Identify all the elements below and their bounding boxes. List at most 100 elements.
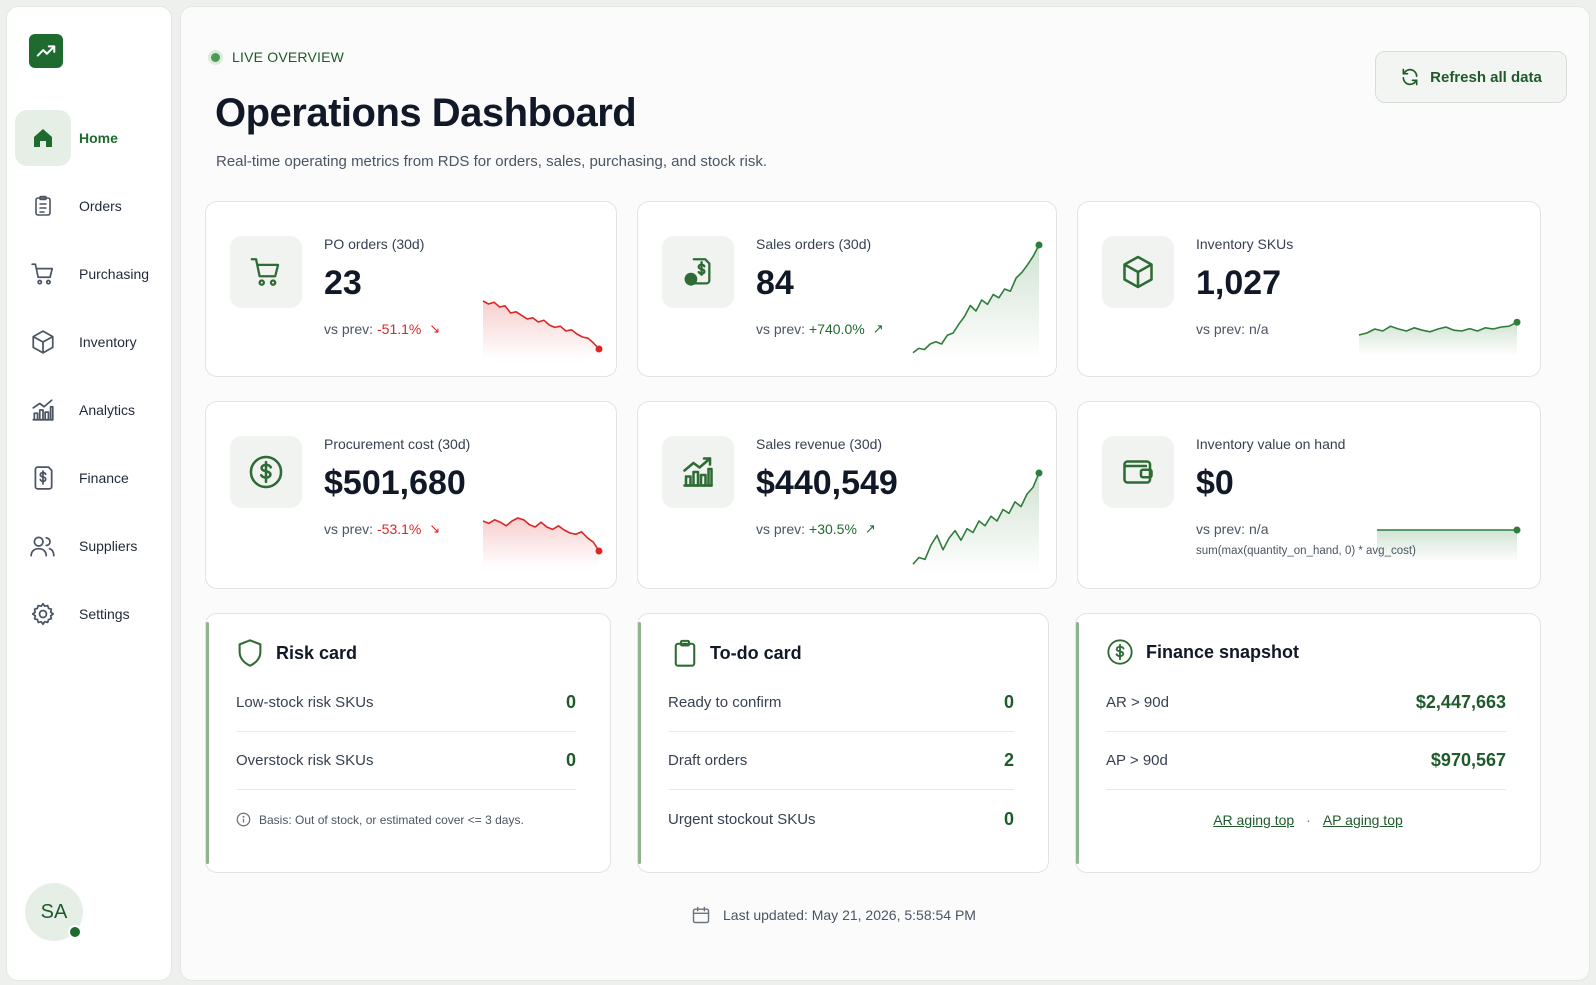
sparkline-end-dot	[595, 547, 603, 555]
kpi-icon-box: $	[662, 236, 734, 308]
live-overview: LIVE OVERVIEW	[211, 49, 344, 65]
card-accent-bar	[1076, 622, 1079, 864]
ar-aging-top-link[interactable]: AR aging top	[1213, 812, 1295, 828]
todo-card-title: To-do card	[710, 642, 802, 663]
logo[interactable]	[29, 34, 63, 68]
kpi-delta: vs prev: -51.1% ↘	[324, 321, 440, 337]
sparkline-area	[1377, 530, 1517, 562]
kpi-icon-box	[1102, 436, 1174, 508]
sparkline-area	[483, 301, 599, 360]
sparkline-area	[913, 245, 1039, 360]
sidebar-item-orders[interactable]: Orders	[15, 178, 165, 234]
finance-row-ar[interactable]: AR > 90d $2,447,663	[1106, 674, 1506, 732]
row-value: 0	[1003, 692, 1014, 712]
kpi-value: $0	[1196, 464, 1234, 502]
row-label: Ready to confirm	[668, 694, 782, 711]
bar-chart-icon	[683, 457, 713, 487]
kpi-delta-value: -53.1%	[377, 521, 422, 537]
clipboard-icon	[674, 639, 696, 667]
kpi-delta-prefix: vs prev:	[756, 521, 806, 537]
ap-aging-top-link[interactable]: AP aging top	[1322, 812, 1403, 828]
bar-chart-icon	[32, 399, 54, 421]
row-value: 0	[565, 692, 576, 712]
sparkline-end-dot	[1513, 526, 1521, 534]
sidebar-item-inventory[interactable]: Inventory	[15, 314, 165, 370]
sidebar-item-label: Inventory	[79, 334, 137, 350]
todo-row-ready-to-confirm[interactable]: Ready to confirm 0	[668, 674, 1014, 732]
kpi-sparkline	[1358, 318, 1521, 356]
dollar-circle-icon	[249, 455, 283, 489]
kpi-label: Procurement cost (30d)	[324, 436, 471, 452]
sparkline-area	[483, 518, 599, 568]
kpi-sparkline	[912, 469, 1043, 574]
sparkline-end-dot	[595, 345, 603, 353]
sparkline-area	[913, 473, 1039, 574]
sidebar-item-purchasing[interactable]: Purchasing	[15, 246, 165, 302]
trend-up-icon	[36, 45, 56, 57]
kpi-label: PO orders (30d)	[324, 236, 425, 252]
page-subtitle: Real-time operating metrics from RDS for…	[216, 153, 768, 170]
live-dot-icon	[211, 52, 220, 62]
sparkline-end-dot	[1035, 469, 1043, 477]
sparkline-line	[482, 300, 600, 350]
box-icon	[1123, 255, 1153, 289]
row-label: Overstock risk SKUs	[236, 752, 374, 769]
sidebar-item-settings[interactable]: Settings	[15, 586, 165, 642]
sparkline-line	[1358, 321, 1518, 336]
kpi-card-inventory-value: Inventory value on hand $0 vs prev: n/a …	[1077, 401, 1541, 589]
sidebar-item-finance[interactable]: Finance	[15, 450, 165, 506]
card-title: To-do card	[672, 638, 802, 668]
sidebar-item-label: Finance	[79, 470, 129, 486]
sparkline-line	[912, 244, 1040, 354]
sidebar-item-suppliers[interactable]: Suppliers	[15, 518, 165, 574]
kpi-delta-value: n/a	[1249, 521, 1269, 537]
kpi-delta: vs prev: -53.1% ↘	[324, 521, 440, 537]
sidebar-item-label: Purchasing	[79, 266, 150, 282]
sidebar-item-label: Home	[79, 130, 118, 146]
sidebar: Home Orders Purchasing Inventory Analyti…	[6, 6, 172, 981]
row-label: AR > 90d	[1106, 694, 1169, 711]
shield-icon	[238, 639, 262, 667]
kpi-card-sales-revenue: Sales revenue (30d) $440,549 vs prev: +3…	[637, 401, 1057, 589]
kpi-icon-box	[1102, 236, 1174, 308]
last-updated: Last updated: May 21, 2026, 5:58:54 PM	[691, 905, 976, 925]
link-separator: ·	[1306, 812, 1311, 828]
kpi-icon-box	[230, 236, 302, 308]
page-title: Operations Dashboard	[215, 91, 637, 135]
sparkline-line	[482, 517, 600, 552]
wallet-icon	[1123, 460, 1153, 484]
todo-row-draft-orders[interactable]: Draft orders 2	[668, 732, 1014, 790]
sidebar-item-analytics[interactable]: Analytics	[15, 382, 165, 438]
kpi-icon-box	[230, 436, 302, 508]
row-label: Urgent stockout SKUs	[668, 810, 816, 828]
users-icon	[30, 536, 55, 557]
kpi-delta-value: -51.1%	[377, 321, 422, 337]
calendar-icon	[692, 906, 710, 924]
kpi-value: $440,549	[756, 464, 898, 502]
risk-card: Risk card Low-stock risk SKUs 0 Overstoc…	[205, 613, 611, 873]
kpi-delta-prefix: vs prev:	[324, 521, 374, 537]
row-value: $970,567	[1430, 750, 1506, 770]
info-icon	[236, 812, 251, 827]
kpi-delta-value: +30.5%	[809, 521, 857, 537]
kpi-value: 1,027	[1196, 264, 1282, 302]
kpi-delta: vs prev: +740.0% ↗	[756, 321, 884, 337]
kpi-sparkline	[912, 241, 1043, 360]
box-icon	[32, 330, 54, 354]
risk-row-overstock[interactable]: Overstock risk SKUs 0	[236, 732, 576, 790]
refresh-all-data-button[interactable]: Refresh all data	[1375, 51, 1567, 103]
row-value: 2	[1003, 750, 1014, 770]
sidebar-item-home[interactable]: Home	[15, 110, 165, 166]
arrow-up-right-icon: ↗	[872, 321, 884, 336]
row-label: Low-stock risk SKUs	[236, 694, 374, 711]
kpi-card-inventory-skus: Inventory SKUs 1,027 vs prev: n/a	[1077, 201, 1541, 377]
risk-basis-note: Basis: Out of stock, or estimated cover …	[236, 812, 524, 827]
refresh-label: Refresh all data	[1430, 68, 1542, 86]
kpi-delta-prefix: vs prev:	[1196, 521, 1246, 537]
kpi-value: 84	[756, 264, 794, 302]
finance-row-ap[interactable]: AP > 90d $970,567	[1106, 732, 1506, 790]
risk-row-low-stock[interactable]: Low-stock risk SKUs 0	[236, 674, 576, 732]
kpi-delta-prefix: vs prev:	[1196, 321, 1246, 337]
todo-row-urgent-stockout[interactable]: Urgent stockout SKUs 0	[668, 790, 1014, 848]
kpi-label: Sales orders (30d)	[756, 236, 872, 252]
